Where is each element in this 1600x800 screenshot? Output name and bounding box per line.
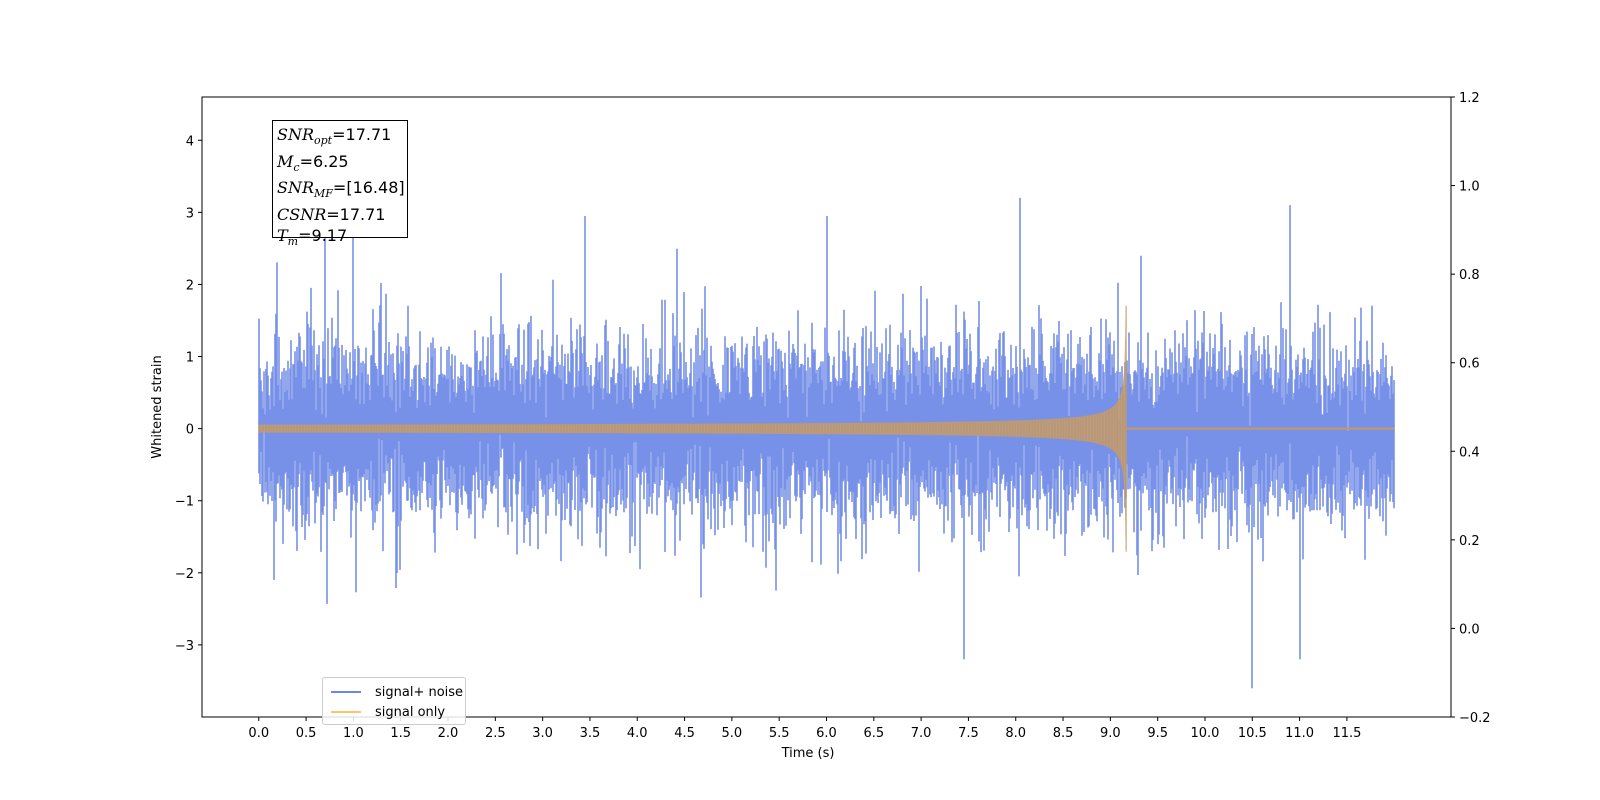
- x-tick-label: 10.0: [1191, 726, 1220, 741]
- x-tick-label: 4.5: [674, 726, 695, 741]
- x-tick-label: 11.5: [1332, 726, 1361, 741]
- y-left-tick-label: 4: [186, 134, 194, 149]
- y-right-tick-label: 0.4: [1459, 445, 1480, 460]
- legend-label-signal-only: signal only: [375, 704, 446, 720]
- x-tick-label: 3.5: [580, 726, 601, 741]
- x-axis-label: Time (s): [781, 746, 835, 761]
- x-tick-label: 5.5: [769, 726, 790, 741]
- y-right-tick-label: 0.2: [1459, 534, 1480, 549]
- x-tick-label: 7.5: [958, 726, 979, 741]
- x-tick-label: 6.5: [863, 726, 884, 741]
- x-tick-label: 5.0: [722, 726, 743, 741]
- x-tick-label: 0.5: [296, 726, 317, 741]
- legend-entry-signal-noise: signal+ noise: [331, 683, 463, 701]
- x-axis-ticks: 0.0 0.5 1.0 1.5 2.0 2.5 3.0 3.5 4.0 4.5 5.0 5.5 6.0 6…: [248, 717, 1361, 741]
- y-right-tick-label: 0.6: [1459, 357, 1480, 372]
- legend-swatch-signal-only: [331, 711, 361, 713]
- y-axis-label: Whitened strain: [150, 355, 165, 458]
- x-tick-label: 0.0: [248, 726, 269, 741]
- annotation-box: SNRopt=17.71 Mc=6.25 SNRMF=[16.48] CSNR=…: [272, 120, 408, 248]
- y-left-tick-label: −1: [175, 495, 194, 510]
- plot-area: [258, 197, 1395, 689]
- x-tick-label: 9.0: [1100, 726, 1121, 741]
- y-right-tick-label: 0.0: [1459, 622, 1480, 637]
- y-axis-right-ticks: −0.2 0.0 0.2 0.4 0.6 0.8 1.0 1.2: [1451, 91, 1491, 726]
- legend-swatch-signal-noise: [331, 691, 361, 693]
- x-tick-label: 9.5: [1147, 726, 1168, 741]
- x-tick-label: 2.0: [438, 726, 459, 741]
- y-right-tick-label: −0.2: [1459, 711, 1491, 726]
- series-signal-plus-noise: [258, 197, 1395, 689]
- annotation-snr-mf: SNRMF=[16.48]: [277, 178, 405, 201]
- x-tick-label: 8.5: [1053, 726, 1074, 741]
- x-tick-label: 8.0: [1005, 726, 1026, 741]
- y-left-tick-label: −2: [175, 567, 194, 582]
- x-tick-label: 11.0: [1285, 726, 1314, 741]
- x-tick-label: 4.0: [627, 726, 648, 741]
- signal-only-oscillation: [258, 368, 1125, 490]
- y-right-tick-label: 1.2: [1459, 91, 1480, 106]
- x-tick-label: 10.5: [1238, 726, 1267, 741]
- y-left-tick-label: 0: [186, 423, 194, 438]
- annotation-csnr: CSNR=17.71: [277, 205, 386, 225]
- y-axis-left-ticks: −3 −2 −1 0 1 2 3 4: [175, 134, 202, 654]
- x-tick-label: 3.0: [532, 726, 553, 741]
- legend-label-signal-noise: signal+ noise: [375, 684, 464, 700]
- x-tick-label: 7.0: [911, 726, 932, 741]
- x-tick-label: 2.5: [485, 726, 506, 741]
- x-tick-label: 1.0: [343, 726, 364, 741]
- y-left-tick-label: 2: [186, 278, 194, 293]
- x-tick-label: 6.0: [816, 726, 837, 741]
- x-tick-label: 1.5: [390, 726, 411, 741]
- y-right-tick-label: 1.0: [1459, 180, 1480, 195]
- legend: signal+ noise signal only: [322, 677, 466, 725]
- y-right-tick-label: 0.8: [1459, 268, 1480, 283]
- y-left-tick-label: 3: [186, 206, 194, 221]
- legend-entry-signal-only: signal only: [331, 703, 445, 721]
- series-signal-only-chirp: [258, 305, 1127, 552]
- y-left-tick-label: 1: [186, 351, 194, 366]
- annotation-merger-time: Tm=9.17: [277, 225, 348, 248]
- annotation-chirp-mass: Mc=6.25: [277, 151, 349, 174]
- y-left-tick-label: −3: [175, 639, 194, 654]
- annotation-snr-opt: SNRopt=17.71: [277, 125, 392, 148]
